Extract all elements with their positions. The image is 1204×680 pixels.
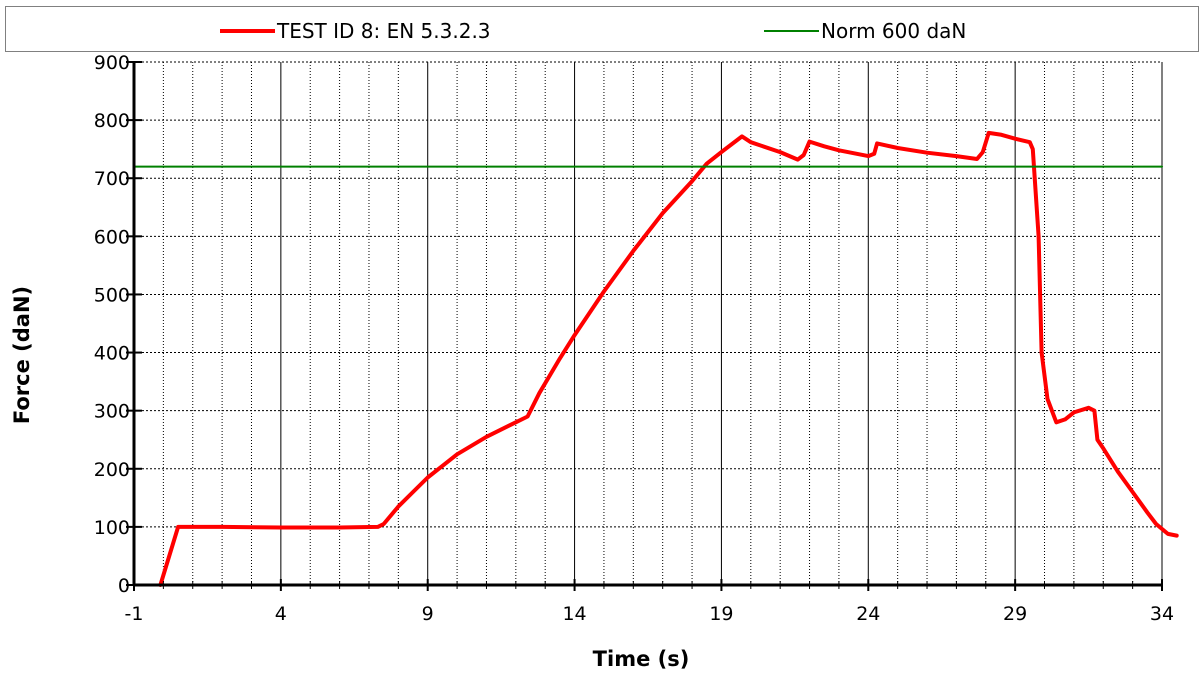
- x-tick-label: 4: [275, 603, 287, 625]
- y-axis-label: Force (daN): [10, 285, 34, 425]
- x-tick-label: 14: [562, 603, 586, 625]
- x-tick-label: 34: [1150, 603, 1174, 625]
- y-tick-label: 700: [94, 168, 130, 190]
- y-tick-label: 500: [94, 284, 130, 306]
- y-tick-label: 600: [94, 226, 130, 248]
- legend-swatch-norm: [764, 30, 819, 32]
- legend-item-test: TEST ID 8: EN 5.3.2.3: [220, 19, 491, 43]
- x-tick-label: -1: [125, 603, 144, 625]
- y-tick-label: 100: [94, 517, 130, 539]
- x-tick-label: 24: [856, 603, 880, 625]
- legend-item-norm: Norm 600 daN: [764, 19, 966, 43]
- y-tick-label: 900: [94, 52, 130, 74]
- y-tick-label: 0: [118, 575, 130, 597]
- x-tick-label: 29: [1003, 603, 1027, 625]
- x-tick-label: 19: [709, 603, 733, 625]
- y-tick-label: 300: [94, 401, 130, 423]
- x-axis-label: Time (s): [592, 647, 690, 671]
- grid-lines: [134, 61, 1163, 585]
- axes: [126, 61, 1163, 591]
- series-layer: [133, 130, 1179, 587]
- x-tick-label: 9: [422, 603, 434, 625]
- legend-label-test: TEST ID 8: EN 5.3.2.3: [277, 19, 491, 43]
- y-tick-labels: 0 100 200 300 400 500 600 700 800 900: [94, 52, 130, 597]
- legend-label-norm: Norm 600 daN: [821, 19, 967, 43]
- x-tick-labels: -1 4 9 14 19 24 29 34: [125, 603, 1175, 625]
- legend-swatch-test: [220, 29, 275, 33]
- legend: TEST ID 8: EN 5.3.2.3 Norm 600 daN: [5, 6, 1199, 52]
- y-tick-label: 200: [94, 459, 130, 481]
- y-tick-label: 400: [94, 343, 130, 365]
- series-line-test-id-8: [158, 130, 1179, 587]
- y-tick-label: 800: [94, 110, 130, 132]
